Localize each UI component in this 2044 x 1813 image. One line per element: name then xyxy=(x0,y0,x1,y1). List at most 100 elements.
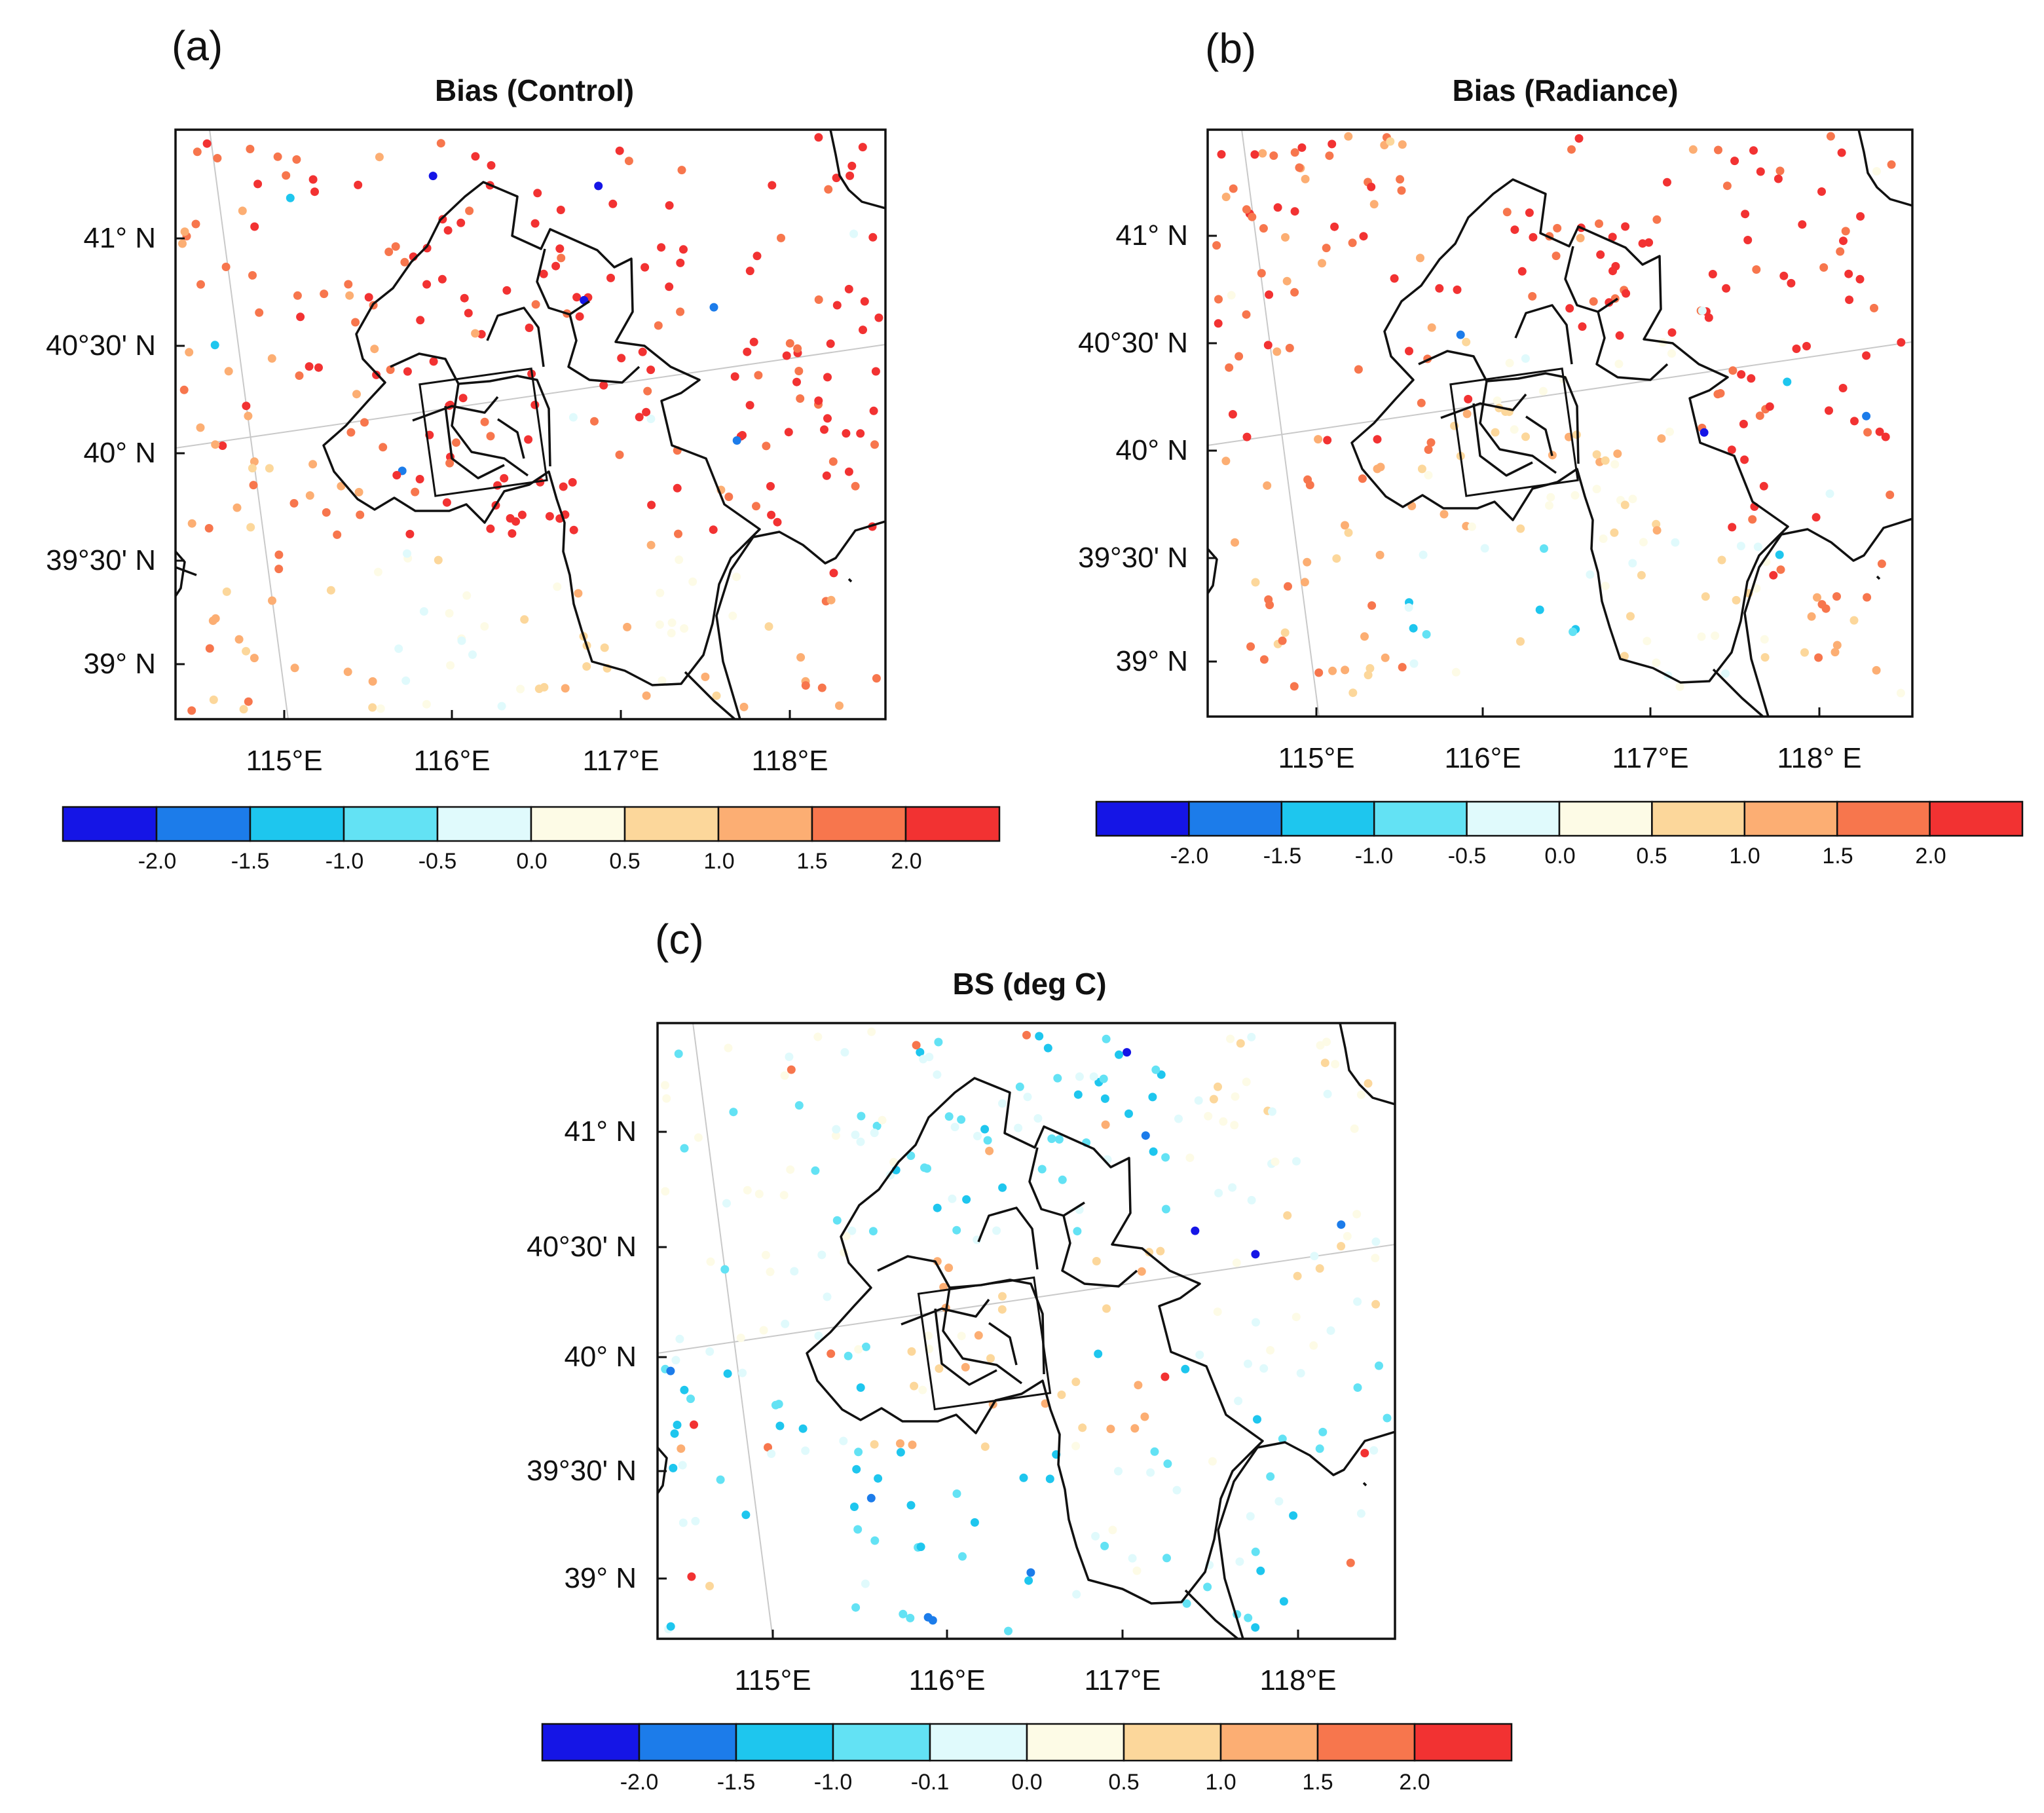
panel-b-lon-label: 117°E xyxy=(1612,742,1688,774)
station-dot xyxy=(958,1552,967,1561)
station-dot xyxy=(827,1349,836,1358)
station-dot xyxy=(1872,167,1881,176)
station-dot xyxy=(1872,665,1881,675)
station-dot xyxy=(293,291,302,300)
station-dot xyxy=(1614,360,1624,369)
station-dot xyxy=(723,1369,732,1378)
station-dot xyxy=(1072,1590,1081,1599)
colorbar-swatch xyxy=(1316,1723,1416,1762)
station-dot xyxy=(1149,1147,1158,1156)
station-dot xyxy=(1807,612,1816,621)
station-dot xyxy=(376,704,385,713)
station-dot xyxy=(1749,146,1758,155)
station-dot xyxy=(594,181,603,191)
station-dot xyxy=(798,1424,808,1433)
station-dot xyxy=(1422,630,1431,639)
station-dot xyxy=(1101,1120,1110,1129)
station-dot xyxy=(1589,297,1598,306)
station-dot xyxy=(452,438,460,447)
station-dot xyxy=(539,269,548,278)
station-dot xyxy=(646,415,656,423)
station-dot xyxy=(754,371,763,380)
station-dot xyxy=(1371,1237,1381,1246)
station-dot xyxy=(811,1166,820,1175)
station-dot xyxy=(801,681,810,690)
panel-c-lon-ticks xyxy=(771,1630,1299,1639)
station-dot xyxy=(1266,1472,1275,1481)
station-dot xyxy=(780,1071,789,1080)
station-dot xyxy=(1114,1467,1123,1476)
station-dot xyxy=(868,233,878,242)
station-dot xyxy=(1592,450,1601,459)
station-dot xyxy=(796,394,805,403)
station-dot xyxy=(196,423,205,432)
station-dot xyxy=(899,1609,908,1618)
station-dot xyxy=(1325,151,1334,160)
station-dot xyxy=(706,1257,715,1266)
station-dot xyxy=(767,510,776,519)
colorbar-label: 1.0 xyxy=(1729,844,1760,869)
station-dot xyxy=(1755,411,1764,421)
station-dot xyxy=(456,218,466,227)
station-dot xyxy=(209,695,218,704)
station-dot xyxy=(442,498,451,507)
station-dot xyxy=(908,1440,917,1449)
station-dot xyxy=(1146,1468,1155,1477)
station-dot xyxy=(1264,595,1273,604)
station-dot xyxy=(686,1394,695,1404)
station-dot xyxy=(764,622,773,631)
colorbar-swatch xyxy=(735,1723,834,1762)
station-dot xyxy=(777,233,785,242)
station-dot xyxy=(1510,225,1519,234)
panel-c-map xyxy=(658,1023,1395,1639)
station-dot xyxy=(736,1334,745,1343)
station-dot xyxy=(934,1037,943,1047)
colorbar-label: 1.0 xyxy=(703,849,734,874)
station-dot xyxy=(871,367,880,376)
station-dot xyxy=(1870,303,1878,312)
station-dot xyxy=(847,1226,857,1235)
station-dot xyxy=(1271,1157,1280,1167)
station-dot xyxy=(1259,655,1269,664)
station-dot xyxy=(1246,642,1255,651)
station-dot xyxy=(896,1439,904,1448)
station-dot xyxy=(218,441,227,450)
station-dot xyxy=(1586,570,1595,579)
station-dot xyxy=(1253,1415,1261,1424)
colorbar-label: 0.0 xyxy=(1544,844,1575,869)
station-dot xyxy=(1344,528,1353,537)
station-dot xyxy=(1156,1246,1165,1256)
station-dot xyxy=(1292,1157,1301,1166)
station-dot xyxy=(1004,1626,1013,1635)
station-dot xyxy=(1896,688,1905,698)
station-dot xyxy=(1608,233,1617,242)
station-dot xyxy=(345,291,354,300)
station-dot xyxy=(643,386,652,396)
station-dot xyxy=(1100,1541,1109,1550)
panel-a-station-dots xyxy=(178,133,883,715)
station-dot xyxy=(1331,1060,1340,1069)
station-dot xyxy=(1665,427,1674,436)
station-dot xyxy=(1456,330,1465,339)
station-dot xyxy=(606,273,615,282)
station-dot xyxy=(193,147,202,157)
station-dot xyxy=(1775,166,1785,176)
station-dot xyxy=(305,362,314,371)
station-dot xyxy=(814,133,823,142)
station-dot xyxy=(1427,323,1436,332)
station-dot xyxy=(1208,1457,1217,1466)
colorbar-label: 0.5 xyxy=(1636,844,1667,869)
station-dot xyxy=(1737,370,1746,379)
station-dot xyxy=(741,1510,751,1520)
station-dot xyxy=(1162,1554,1171,1563)
station-dot xyxy=(1464,394,1473,403)
station-dot xyxy=(1722,284,1731,293)
station-dot xyxy=(1265,290,1274,299)
station-dot xyxy=(1756,167,1765,176)
station-dot xyxy=(392,471,401,479)
station-dot xyxy=(1100,1094,1109,1103)
colorbar-swatch xyxy=(343,806,439,842)
station-dot xyxy=(1242,205,1251,214)
station-dot xyxy=(1732,595,1741,605)
